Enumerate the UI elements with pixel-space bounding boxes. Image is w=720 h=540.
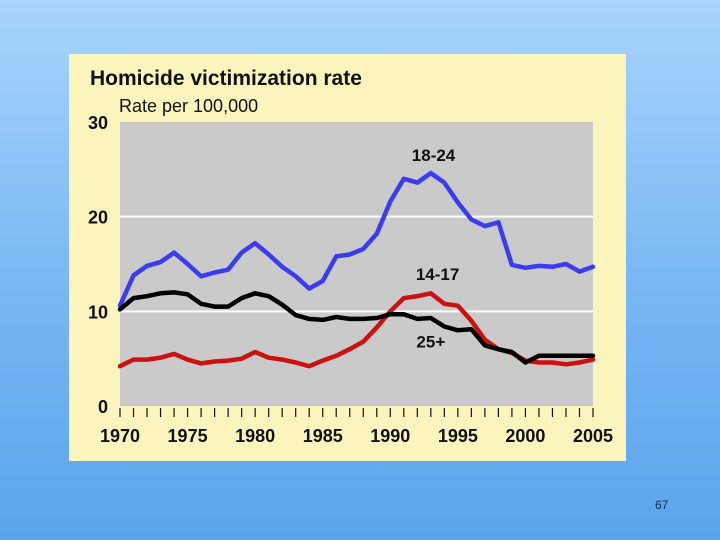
- x-axis-tick-labels: 1970 1975 1980 1985 1990 1995 2000 2005: [100, 426, 613, 446]
- y-axis-label: Rate per 100,000: [119, 96, 258, 116]
- x-tick-label: 1975: [168, 426, 208, 446]
- x-tick-label: 2005: [573, 426, 613, 446]
- y-tick-label: 0: [98, 397, 108, 417]
- homicide-chart: Homicide victimization rate Rate per 100…: [88, 67, 613, 446]
- x-tick-label: 1985: [303, 426, 343, 446]
- x-axis-ticks: [119, 408, 594, 417]
- x-tick-label: 2000: [505, 426, 545, 446]
- series-label: 18-24: [412, 146, 456, 165]
- chart-title: Homicide victimization rate: [90, 67, 362, 90]
- series-lines: [117, 170, 596, 369]
- y-tick-label: 30: [88, 113, 108, 133]
- y-axis-tick-labels: 0 10 20 30: [88, 113, 108, 417]
- y-tick-label: 10: [88, 302, 108, 322]
- slide-number: 67: [655, 498, 669, 512]
- plot-area: [120, 122, 593, 406]
- x-tick-label: 1995: [438, 426, 478, 446]
- x-tick-label: 1990: [370, 426, 410, 446]
- x-tick-label: 1980: [235, 426, 275, 446]
- series-labels: 18-24 14-17 25+: [412, 146, 460, 351]
- series-label: 25+: [416, 332, 445, 351]
- x-tick-label: 1970: [100, 426, 140, 446]
- gridlines: [120, 215, 593, 313]
- chart-panel: Homicide victimization rate Rate per 100…: [69, 54, 626, 461]
- series-label: 14-17: [416, 265, 459, 284]
- y-tick-label: 20: [88, 208, 108, 228]
- series-line-18-24: [117, 170, 596, 308]
- series-line-25-plus: [117, 290, 596, 365]
